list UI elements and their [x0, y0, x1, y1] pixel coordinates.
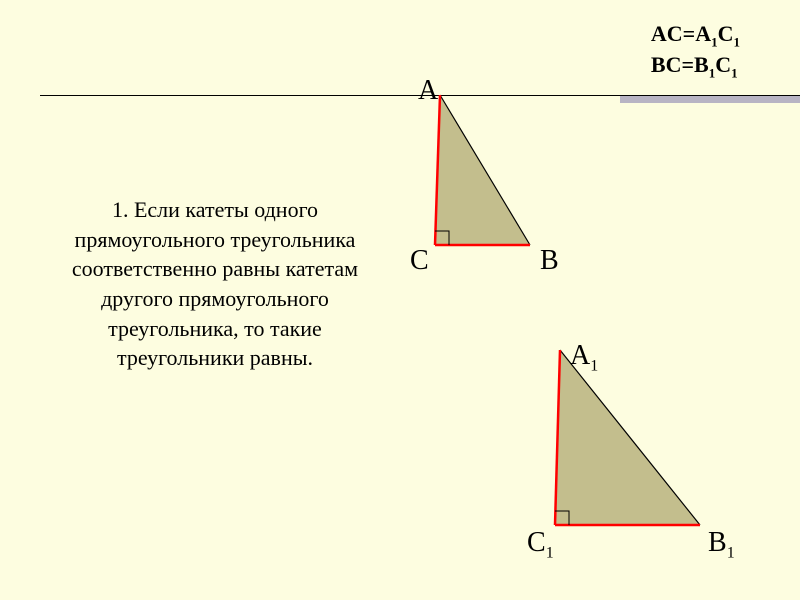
- triangle-abc: [435, 95, 535, 250]
- given-line-2: BC=B1C1: [651, 51, 740, 82]
- separator-fill: [620, 96, 800, 103]
- given-conditions: AC=A1C1 BC=B1C1: [651, 20, 740, 83]
- vertex-label: A1: [570, 340, 598, 376]
- vertex-label: B: [540, 245, 559, 277]
- given-line-1: AC=A1C1: [651, 20, 740, 51]
- vertex-label: C: [410, 245, 429, 277]
- vertex-label: B1: [708, 527, 735, 563]
- vertex-label: C1: [527, 527, 554, 563]
- theorem-text: 1. Если катеты одного прямоугольного тре…: [60, 195, 370, 373]
- vertex-label: A: [418, 75, 438, 107]
- triangle-a1b1c1: [555, 350, 705, 530]
